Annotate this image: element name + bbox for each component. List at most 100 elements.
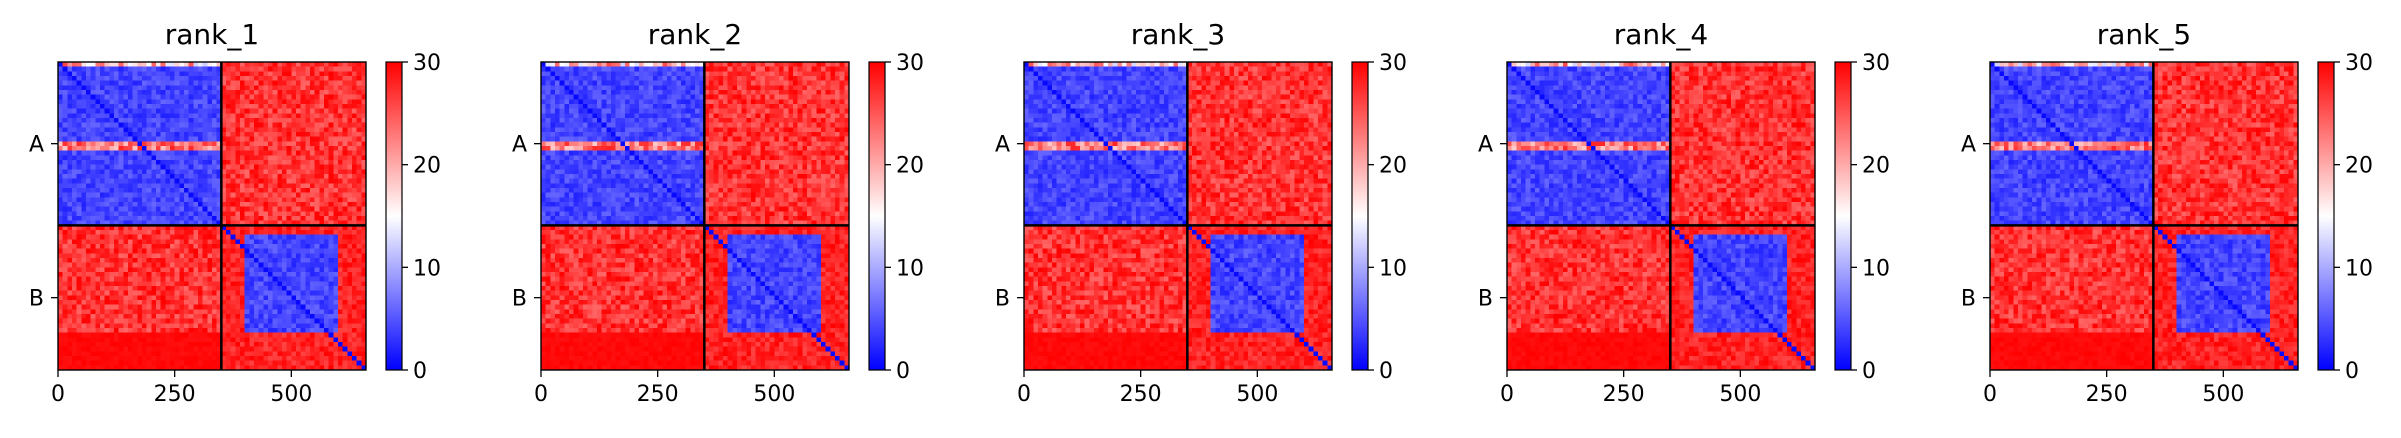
heatmap-cell (343, 286, 348, 291)
heatmap-cell (86, 267, 91, 272)
heatmap-cell (119, 165, 124, 170)
heatmap-cell (338, 281, 343, 286)
heatmap-cell (756, 81, 761, 86)
heatmap-cell (207, 81, 212, 86)
heatmap-cell (583, 99, 588, 104)
heatmap-cell (259, 118, 264, 123)
heatmap-cell (147, 85, 152, 90)
heatmap-cell (812, 76, 817, 81)
heatmap-cell (357, 291, 362, 296)
heatmap-cell (123, 169, 128, 174)
heatmap-cell (760, 67, 765, 72)
heatmap-cell (273, 90, 278, 95)
heatmap-cell (760, 90, 765, 95)
heatmap-cell (639, 85, 644, 90)
heatmap-cell (240, 104, 245, 109)
heatmap-cell (574, 71, 579, 76)
heatmap-cell (291, 71, 296, 76)
heatmap-cell (338, 193, 343, 198)
heatmap-cell (732, 62, 737, 67)
heatmap-cell (184, 305, 189, 310)
heatmap-cell (277, 123, 282, 128)
heatmap-cell (319, 337, 324, 342)
heatmap-cell (301, 188, 306, 193)
heatmap-cell (352, 155, 357, 160)
heatmap-cell (105, 137, 110, 142)
heatmap-cell (77, 132, 82, 137)
heatmap-cell (109, 333, 114, 338)
heatmap-cell (357, 263, 362, 268)
heatmap-cell (231, 249, 236, 254)
heatmap-cell (310, 323, 315, 328)
heatmap-cell (179, 99, 184, 104)
heatmap-cell (128, 309, 133, 314)
heatmap-cell (296, 90, 301, 95)
heatmap-cell (77, 76, 82, 81)
heatmap-cell (259, 193, 264, 198)
heatmap-cell (86, 71, 91, 76)
heatmap-cell (86, 300, 91, 305)
heatmap-cell (249, 239, 254, 244)
heatmap-cell (245, 244, 250, 249)
heatmap-cell (198, 253, 203, 258)
heatmap-cell (72, 309, 77, 314)
heatmap-cell (133, 90, 138, 95)
heatmap-cell (606, 76, 611, 81)
heatmap-cell (291, 258, 296, 263)
heatmap-cell (123, 351, 128, 356)
heatmap-cell (263, 337, 268, 342)
heatmap-cell (133, 351, 138, 356)
heatmap-cell (119, 146, 124, 151)
heatmap-cell (723, 62, 728, 67)
heatmap-cell (296, 62, 301, 67)
heatmap-cell (170, 295, 175, 300)
heatmap-cell (634, 67, 639, 72)
heatmap-cell (189, 118, 194, 123)
heatmap-cell (357, 253, 362, 258)
heatmap-cell (212, 207, 217, 212)
heatmap-cell (578, 95, 583, 100)
heatmap-cell (268, 99, 273, 104)
heatmap-cell (147, 314, 152, 319)
heatmap-cell (133, 337, 138, 342)
heatmap-cell (784, 76, 789, 81)
heatmap-cell (67, 249, 72, 254)
heatmap-cell (338, 123, 343, 128)
heatmap-cell (282, 216, 287, 221)
heatmap-cell (100, 211, 105, 216)
heatmap-cell (161, 300, 166, 305)
heatmap-cell (151, 67, 156, 72)
heatmap-cell (179, 137, 184, 142)
heatmap-cell (240, 62, 245, 67)
heatmap-cell (732, 95, 737, 100)
heatmap-cell (821, 85, 826, 90)
heatmap-cell (151, 71, 156, 76)
heatmap-cell (263, 90, 268, 95)
heatmap-cell (165, 165, 170, 170)
heatmap-cell (338, 342, 343, 347)
heatmap-cell (357, 314, 362, 319)
heatmap-cell (100, 169, 105, 174)
heatmap-cell (357, 151, 362, 156)
heatmap-cell (282, 342, 287, 347)
heatmap-cell (653, 67, 658, 72)
heatmap-cell (784, 95, 789, 100)
heatmap-cell (305, 239, 310, 244)
heatmap-cell (161, 235, 166, 240)
heatmap-cell (207, 113, 212, 118)
heatmap-cell (240, 253, 245, 258)
heatmap-cell (128, 141, 133, 146)
heatmap-cell (77, 71, 82, 76)
heatmap-cell (189, 300, 194, 305)
heatmap-cell (198, 216, 203, 221)
heatmap-cell (352, 137, 357, 142)
heatmap-cell (338, 151, 343, 156)
heatmap-cell (179, 127, 184, 132)
heatmap-cell (245, 90, 250, 95)
heatmap-cell (305, 95, 310, 100)
heatmap-cell (723, 90, 728, 95)
heatmap-cell (203, 277, 208, 282)
heatmap-cell (100, 179, 105, 184)
heatmap-cell (212, 193, 217, 198)
heatmap-cell (779, 62, 784, 67)
